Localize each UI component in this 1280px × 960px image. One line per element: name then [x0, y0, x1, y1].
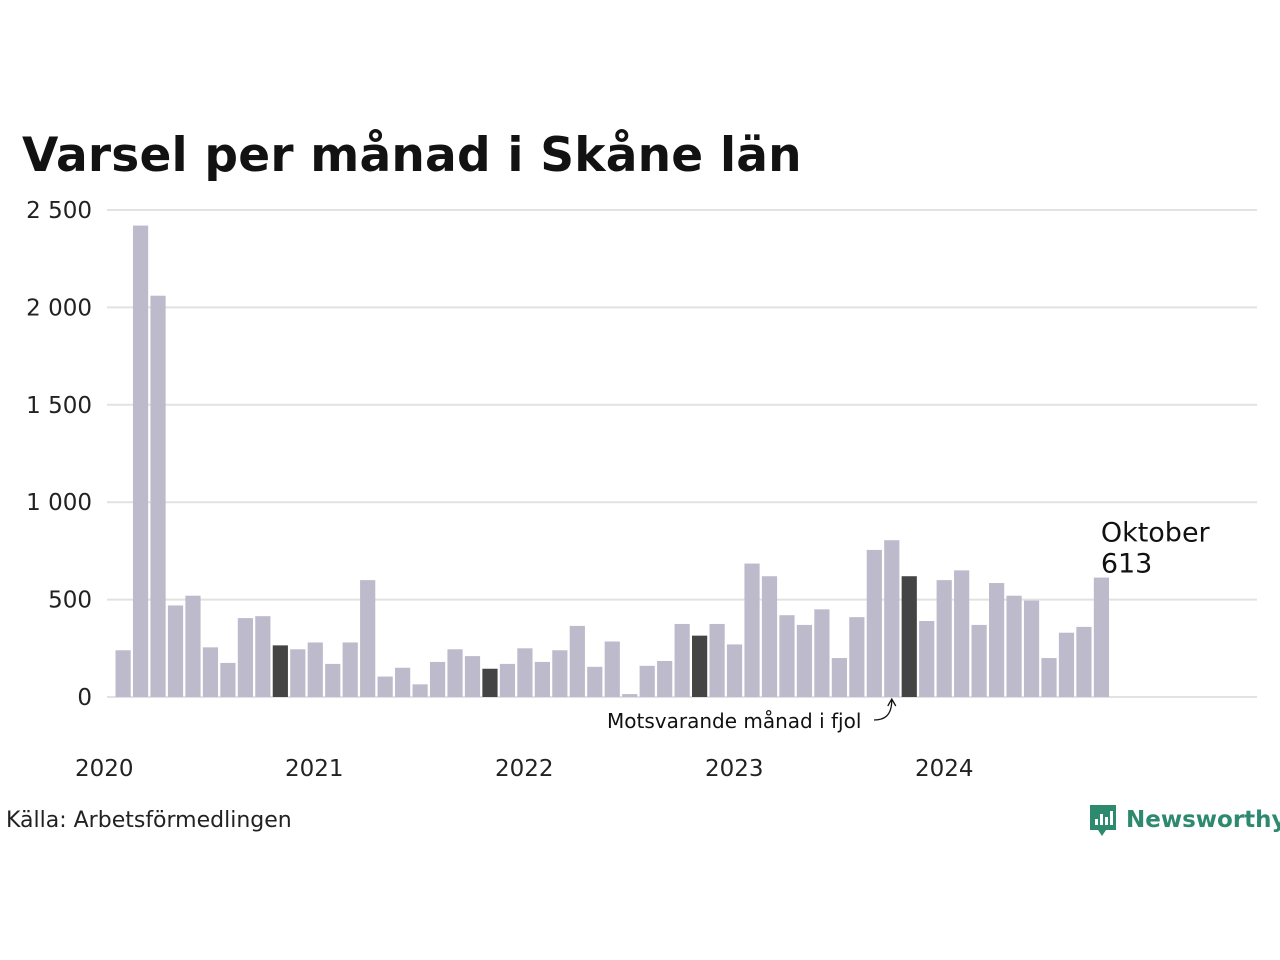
bar	[954, 570, 970, 697]
bar	[185, 595, 201, 697]
bar	[499, 663, 516, 697]
bar	[237, 618, 253, 697]
bar	[220, 662, 236, 697]
y-tick-label: 1 000	[26, 490, 92, 516]
x-tick-label: 2022	[495, 756, 554, 782]
bar	[552, 650, 568, 697]
bar	[796, 624, 813, 697]
y-tick-label: 2 000	[26, 295, 92, 321]
bar	[744, 563, 760, 697]
bars	[115, 225, 1110, 698]
bar	[831, 658, 847, 697]
bar	[307, 642, 323, 697]
bar	[779, 615, 795, 697]
bar-previous-year-month	[272, 645, 288, 697]
x-tick-label: 2023	[705, 756, 764, 782]
bar	[709, 623, 725, 697]
bar	[115, 650, 131, 697]
bar	[1076, 626, 1092, 697]
bar	[657, 660, 673, 697]
bar	[569, 625, 585, 697]
bar	[290, 649, 306, 697]
bar	[866, 549, 882, 697]
y-axis-ticks: 0 500 1 000 1 500 2 000 2 500	[26, 198, 92, 711]
bar	[325, 663, 341, 697]
bar	[464, 656, 481, 697]
bar	[814, 609, 830, 697]
x-axis-ticks: 2020 2021 2022 2023 2024	[75, 756, 974, 782]
y-tick-label: 1 500	[26, 393, 92, 419]
x-tick-label: 2020	[75, 756, 134, 782]
bar-previous-year-month	[482, 668, 498, 697]
bar	[726, 644, 743, 697]
bar	[919, 621, 935, 697]
bar	[447, 649, 463, 697]
x-tick-label: 2024	[915, 756, 974, 782]
bar	[1023, 600, 1040, 697]
bar	[150, 295, 166, 697]
bar	[132, 225, 149, 698]
bar	[167, 605, 184, 697]
bar	[971, 624, 987, 697]
bar	[412, 684, 428, 697]
bar-chart-speech-bubble-icon	[1090, 805, 1116, 836]
bar	[884, 540, 900, 697]
bar	[377, 676, 393, 697]
highlight-month-label: Oktober	[1101, 518, 1211, 549]
bar	[395, 667, 411, 697]
bar	[622, 694, 638, 697]
bar	[360, 580, 376, 697]
bar	[517, 648, 533, 697]
bar-previous-year-month	[901, 576, 917, 697]
bar	[604, 641, 620, 697]
bar	[639, 665, 655, 697]
bar	[674, 623, 690, 697]
bar	[1006, 595, 1022, 697]
bar	[202, 647, 219, 697]
bar	[342, 642, 358, 697]
bar	[1058, 632, 1075, 697]
bar	[936, 580, 952, 697]
y-tick-label: 0	[77, 685, 92, 711]
highlight-value-label: 613	[1101, 549, 1153, 580]
x-tick-label: 2021	[285, 756, 344, 782]
y-tick-label: 2 500	[26, 198, 92, 224]
chart-title: Varsel per månad i Skåne län	[22, 128, 802, 183]
bar	[429, 661, 446, 697]
bar-previous-year-month	[692, 635, 708, 697]
bar	[534, 661, 550, 697]
bar	[849, 617, 865, 697]
newsworthy-logo: Newsworthy	[1088, 802, 1280, 838]
bar	[1041, 658, 1057, 697]
bar	[587, 666, 603, 697]
annotation-arrow	[873, 697, 897, 721]
y-tick-label: 500	[48, 588, 92, 614]
bar	[761, 576, 778, 697]
bar	[255, 616, 271, 697]
logo-text: Newsworthy	[1126, 807, 1280, 833]
previous-year-annotation: Motsvarande månad i fjol	[607, 709, 861, 733]
bar	[989, 583, 1005, 697]
source-note: Källa: Arbetsförmedlingen	[6, 808, 292, 833]
bar	[1093, 577, 1110, 697]
annotations: Motsvarande månad i fjol Oktober 613	[607, 518, 1211, 733]
